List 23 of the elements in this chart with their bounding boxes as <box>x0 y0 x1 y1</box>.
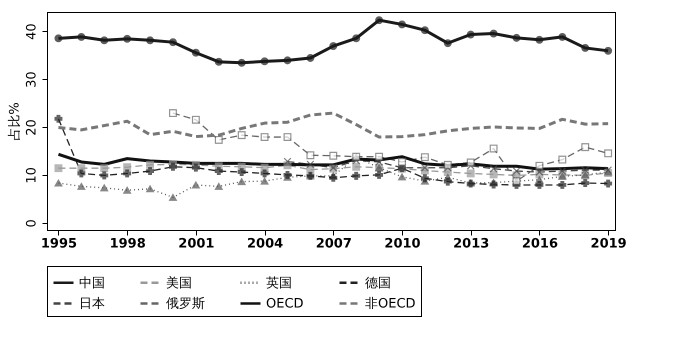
y-tick-label: 20 <box>24 119 40 136</box>
y-axis-title: 占比% <box>8 102 22 141</box>
x-tick-label: 2013 <box>453 236 490 252</box>
legend-label: 中国 <box>79 276 105 291</box>
y-tick-label: 10 <box>24 167 40 184</box>
y-tick-label: 40 <box>24 23 40 40</box>
x-tick-label: 2016 <box>522 236 558 252</box>
legend-label: OECD <box>266 296 304 312</box>
x-tick-label: 2004 <box>246 236 284 252</box>
x-tick-label: 1998 <box>110 236 146 252</box>
x-tick-label: 1995 <box>40 236 78 252</box>
y-tick-label: 0 <box>24 219 40 228</box>
x-tick-label: 2007 <box>316 236 352 252</box>
y-tick-label: 30 <box>24 71 40 88</box>
legend-label: 美国 <box>166 274 192 291</box>
legend-label: 德国 <box>365 276 391 291</box>
legend-label: 英国 <box>266 276 292 291</box>
legend-label: 非OECD <box>365 296 416 312</box>
x-tick-label: 2001 <box>178 236 214 252</box>
legend-label: 日本 <box>79 296 105 312</box>
legend-label: 俄罗斯 <box>166 296 205 312</box>
x-tick-label: 2010 <box>384 236 421 252</box>
x-tick-label: 2019 <box>590 236 627 252</box>
